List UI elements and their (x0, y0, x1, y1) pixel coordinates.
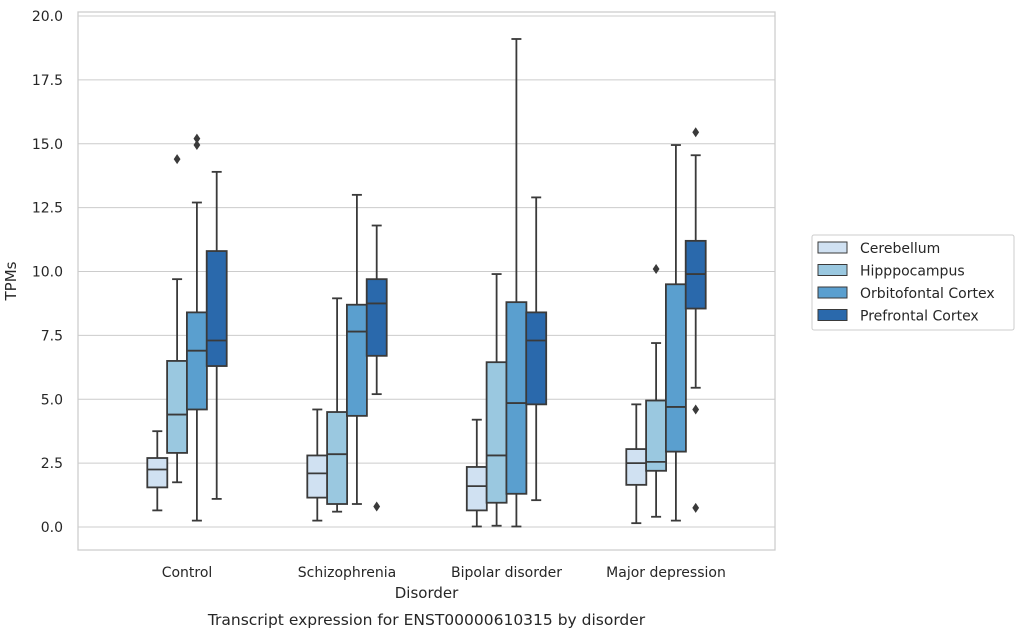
chart-caption: Transcript expression for ENST0000061031… (207, 611, 646, 629)
y-tick-label: 10.0 (32, 265, 63, 281)
legend-swatch (817, 264, 848, 276)
y-tick-label: 17.5 (32, 73, 63, 89)
box-cerebellum (306, 408, 329, 522)
legend-label: Cerebellum (860, 241, 940, 257)
box-prefrontal-cortex (365, 224, 388, 512)
box-iqr (625, 448, 648, 486)
box-iqr (146, 457, 169, 489)
x-tick-label: Control (162, 565, 213, 581)
y-tick-label: 0.0 (41, 520, 63, 536)
box-orbitofontal-cortex (505, 38, 528, 528)
legend-label: Hipppocampus (860, 264, 965, 280)
y-tick-label: 7.5 (41, 328, 63, 344)
box-hipppocampus (326, 297, 349, 513)
box-iqr (485, 361, 508, 504)
outlier-point (173, 154, 181, 165)
box-groups (146, 38, 707, 528)
outlier-point (652, 263, 660, 274)
y-tick-label: 5.0 (41, 392, 63, 408)
box-iqr (205, 250, 228, 367)
x-tick-label: Schizophrenia (298, 565, 396, 581)
box-cerebellum (465, 418, 488, 528)
box-iqr (525, 311, 548, 406)
legend-swatch (817, 309, 848, 321)
box-prefrontal-cortex (684, 127, 707, 513)
legend-swatch (817, 286, 848, 299)
y-axis-ticks: 0.0 2.5 5.0 7.5 10.0 12.5 15.0 17.5 20.0 (32, 9, 63, 536)
outlier-point (193, 133, 201, 144)
outlier-point (193, 140, 201, 151)
x-tick-label: Bipolar disorder (451, 565, 562, 581)
box-iqr (326, 411, 349, 505)
box-iqr (465, 466, 488, 512)
legend-label: Orbitofontal Cortex (860, 286, 995, 302)
box-iqr (345, 303, 368, 417)
box-iqr (365, 278, 388, 357)
box-cerebellum (625, 403, 648, 525)
legend-box (811, 234, 1015, 331)
legend-swatch (817, 241, 848, 254)
y-axis-title: TPMs (2, 261, 20, 301)
x-tick-label: Major depression (606, 565, 726, 581)
y-tick-label: 15.0 (32, 137, 63, 153)
box-iqr (185, 311, 208, 411)
legend-label: Prefrontal Cortex (860, 309, 979, 325)
box-iqr (306, 454, 329, 499)
y-tick-label: 20.0 (32, 9, 63, 25)
box-hipppocampus (166, 154, 189, 484)
box-cerebellum (146, 430, 169, 512)
legend: Cerebellum Hipppocampus Orbitofontal Corte… (811, 234, 1015, 331)
outlier-point (692, 127, 700, 138)
box-hipppocampus (645, 263, 667, 518)
box-orbitofontal-cortex (665, 144, 687, 522)
outlier-point (692, 404, 700, 415)
box-orbitofontal-cortex (345, 193, 368, 505)
x-axis-ticks: Control Schizophrenia Bipolar disorder Majo… (162, 565, 726, 581)
outlier-point (692, 502, 700, 513)
box-prefrontal-cortex (205, 170, 228, 500)
box-iqr (645, 399, 667, 472)
box-orbitofontal-cortex (185, 133, 208, 522)
box-prefrontal-cortex (525, 196, 548, 502)
y-tick-label: 2.5 (41, 456, 63, 472)
y-tick-label: 12.5 (32, 201, 63, 217)
x-axis-title: Disorder (395, 584, 459, 602)
plot-area-frame (77, 11, 776, 551)
box-iqr (665, 283, 687, 453)
box-hipppocampus (485, 273, 508, 527)
box-iqr (505, 301, 528, 495)
outlier-point (373, 501, 381, 512)
box-iqr (166, 360, 189, 454)
